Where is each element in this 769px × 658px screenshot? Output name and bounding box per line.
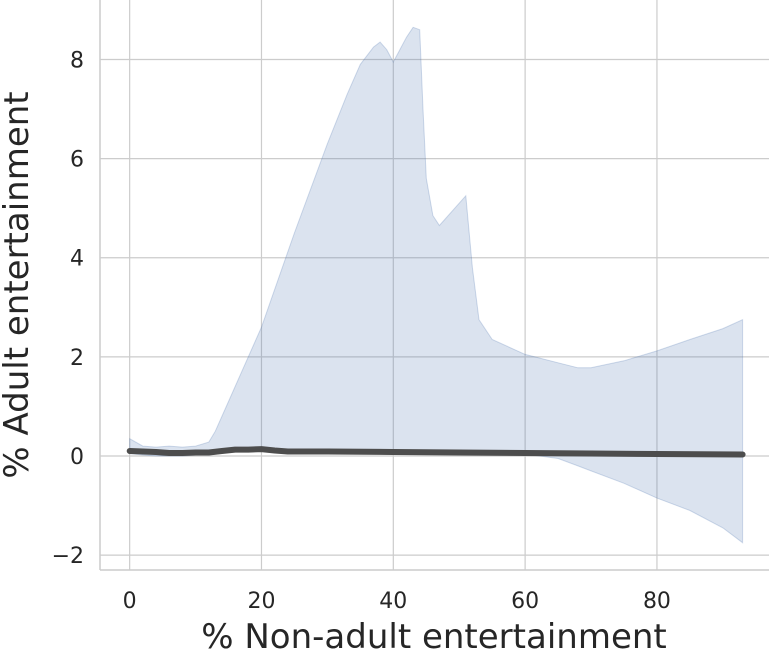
x-tick-label: 40 bbox=[379, 589, 407, 614]
series-layer bbox=[126, 446, 746, 458]
x-axis-label: % Non-adult entertainment bbox=[201, 617, 667, 657]
y-tick-label: 4 bbox=[70, 247, 84, 272]
grid bbox=[100, 0, 769, 570]
x-tick-labels: 0 20 40 60 80 bbox=[123, 589, 671, 614]
y-axis-label: % Adult entertainment bbox=[0, 91, 37, 478]
y-tick-labels: −2 0 2 4 6 8 bbox=[52, 48, 84, 569]
mean-line bbox=[126, 446, 746, 458]
y-tick-label: 2 bbox=[70, 346, 84, 371]
axis-spines bbox=[99, 0, 769, 571]
x-tick-label: 0 bbox=[123, 589, 137, 614]
x-tick-label: 20 bbox=[247, 589, 275, 614]
y-tick-label: 8 bbox=[70, 48, 84, 73]
x-tick-label: 80 bbox=[643, 589, 671, 614]
y-tick-label: 6 bbox=[70, 148, 84, 173]
y-tick-label: −2 bbox=[52, 544, 84, 569]
y-tick-label: 0 bbox=[70, 445, 84, 470]
x-tick-label: 60 bbox=[511, 589, 539, 614]
